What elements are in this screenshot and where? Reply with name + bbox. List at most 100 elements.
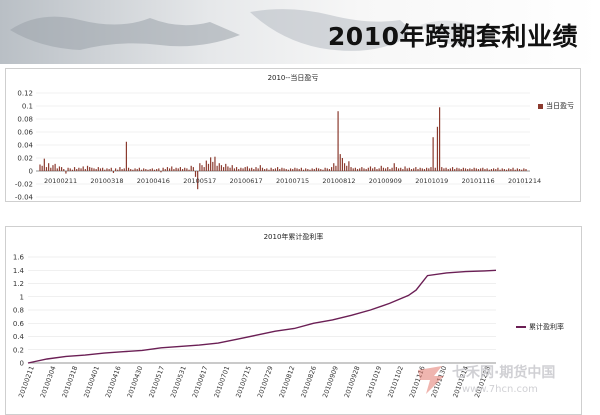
pnl-bar <box>525 169 527 171</box>
pnl-bar <box>104 169 106 171</box>
pnl-bar <box>302 169 305 171</box>
pnl-bar <box>292 169 294 171</box>
pnl-bar <box>41 165 43 171</box>
pnl-bar <box>471 169 473 171</box>
pnl-bar <box>372 168 374 171</box>
x-tick-label: 20100416 <box>137 177 170 185</box>
pnl-bar <box>82 166 84 171</box>
pnl-bar <box>339 154 341 171</box>
pnl-bar <box>335 165 337 171</box>
pnl-bar <box>343 163 346 171</box>
pnl-bar <box>413 168 415 171</box>
pnl-bar <box>387 167 389 171</box>
pnl-bar <box>350 167 352 171</box>
pnl-bar <box>480 168 482 171</box>
x-tick-label: 20100318 <box>90 177 123 185</box>
pnl-bar <box>369 166 372 171</box>
pnl-bar <box>156 169 158 171</box>
pnl-bar <box>102 167 104 171</box>
pnl-bar <box>117 169 119 171</box>
pnl-bar <box>166 167 169 171</box>
pnl-bar <box>270 167 272 171</box>
pnl-bar <box>473 167 475 171</box>
pnl-bar <box>45 167 48 171</box>
pnl-bar <box>467 169 469 171</box>
pnl-bar <box>406 168 408 171</box>
pnl-bar <box>151 168 153 171</box>
pnl-bar <box>359 168 361 171</box>
chart-legend: 累计盈利率 <box>516 322 564 332</box>
x-tick-label: 20100430 <box>126 365 145 399</box>
pnl-bar <box>378 168 380 171</box>
y-tick-label: 1.2 <box>13 280 24 288</box>
legend-swatch <box>516 326 526 328</box>
pnl-bar <box>242 168 244 171</box>
pnl-bar <box>56 168 58 171</box>
pnl-bar <box>218 163 220 171</box>
pnl-bar <box>449 168 451 171</box>
pnl-bar <box>486 168 488 171</box>
pnl-bar <box>447 169 449 171</box>
pnl-bar <box>149 169 151 171</box>
pnl-bar <box>99 168 102 171</box>
pnl-bar <box>63 169 65 171</box>
pnl-bar <box>65 171 67 174</box>
pnl-bar <box>54 163 56 171</box>
pnl-bar <box>294 167 296 171</box>
pnl-bar <box>397 168 400 171</box>
pnl-bar <box>352 168 354 171</box>
pnl-bar <box>434 167 436 171</box>
pnl-bar <box>235 167 238 171</box>
pnl-bar <box>115 168 117 171</box>
pnl-bar <box>277 167 279 171</box>
pnl-bar <box>212 161 214 171</box>
pnl-bar <box>417 169 419 171</box>
x-tick-label: 20100416 <box>104 365 123 399</box>
pnl-bar <box>58 166 61 171</box>
pnl-bar <box>110 167 112 171</box>
y-tick-label: 0.8 <box>13 307 24 315</box>
x-tick-label: 20101019 <box>364 365 383 399</box>
watermark-line2: www.7hcn.com <box>462 384 538 395</box>
pnl-bar <box>497 167 499 171</box>
pnl-bar <box>188 169 190 171</box>
x-tick-label: 20100812 <box>278 365 297 399</box>
pnl-bar <box>127 167 130 171</box>
pnl-bar <box>86 165 89 171</box>
pnl-bar <box>309 169 311 171</box>
pnl-bar <box>454 169 456 171</box>
pnl-bar <box>246 166 248 171</box>
pnl-bar <box>464 168 467 171</box>
pnl-bar <box>125 141 127 171</box>
x-tick-label: 20100812 <box>322 177 355 185</box>
pnl-bar <box>374 167 376 171</box>
pnl-bar <box>341 158 343 171</box>
x-tick-label: 20100517 <box>183 177 216 185</box>
pnl-bar <box>205 160 207 171</box>
pnl-bar <box>508 168 510 171</box>
pnl-bar <box>190 165 192 171</box>
pnl-bar <box>287 169 289 171</box>
y-tick-label: 1.4 <box>13 267 25 275</box>
pnl-bar <box>210 157 212 171</box>
pnl-bar <box>376 169 378 171</box>
pnl-bar <box>108 169 110 171</box>
pnl-bar <box>130 169 132 171</box>
pnl-bar <box>469 168 471 171</box>
pnl-bar <box>475 168 477 171</box>
page-header: 2010年跨期套利业绩 <box>0 0 600 64</box>
pnl-bar <box>112 171 115 173</box>
pnl-bar <box>203 167 205 171</box>
pnl-bar <box>421 168 423 171</box>
pnl-bar <box>220 165 223 171</box>
pnl-bar <box>493 168 495 171</box>
x-tick-label: 20100318 <box>60 365 79 399</box>
pnl-bar <box>367 167 369 171</box>
pnl-bar <box>456 167 458 171</box>
y-tick-label: 1 <box>20 293 24 301</box>
pnl-bar <box>199 163 201 171</box>
pnl-bar <box>123 168 125 171</box>
pnl-bar <box>432 137 434 171</box>
legend-swatch <box>538 103 543 109</box>
